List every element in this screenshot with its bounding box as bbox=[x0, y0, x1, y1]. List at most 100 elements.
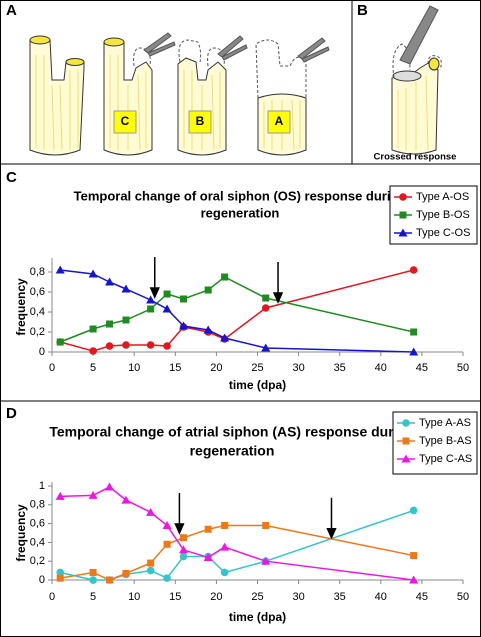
marker bbox=[204, 525, 212, 533]
marker bbox=[262, 521, 270, 529]
chart-title: Temporal change of oral siphon (OS) resp… bbox=[74, 188, 407, 203]
marker bbox=[163, 342, 171, 350]
marker bbox=[56, 338, 64, 346]
marker bbox=[221, 521, 229, 529]
panel-label: D bbox=[6, 405, 17, 422]
marker bbox=[105, 482, 115, 491]
x-tick-label: 40 bbox=[375, 362, 387, 374]
marker bbox=[220, 542, 230, 551]
legend-label: Type A-AS bbox=[419, 417, 471, 429]
legend-marker bbox=[399, 211, 407, 219]
x-tick-label: 30 bbox=[292, 591, 304, 603]
marker bbox=[89, 325, 97, 333]
marker bbox=[204, 286, 212, 294]
legend-marker bbox=[398, 228, 408, 237]
legend-marker bbox=[399, 193, 407, 201]
x-tick-label: 10 bbox=[128, 362, 140, 374]
y-tick-label: 0 bbox=[39, 346, 45, 358]
x-tick-label: 30 bbox=[292, 362, 304, 374]
y-tick-label: 0 bbox=[39, 574, 45, 586]
x-axis-label: time (dpa) bbox=[229, 610, 286, 624]
illustration-label: C bbox=[121, 114, 130, 128]
label-box bbox=[267, 110, 291, 134]
x-tick-label: 0 bbox=[49, 591, 55, 603]
x-tick-label: 50 bbox=[457, 591, 469, 603]
x-tick-label: 35 bbox=[334, 362, 346, 374]
marker bbox=[203, 552, 213, 561]
marker bbox=[147, 559, 155, 567]
panel-label: C bbox=[6, 169, 17, 186]
marker bbox=[146, 566, 155, 575]
marker bbox=[55, 265, 65, 274]
marker bbox=[162, 520, 172, 529]
marker bbox=[410, 552, 418, 560]
marker bbox=[56, 568, 65, 577]
x-tick-label: 20 bbox=[210, 362, 222, 374]
marker bbox=[147, 305, 155, 313]
illustration-b: Crossed response bbox=[374, 5, 457, 163]
marker bbox=[409, 347, 419, 356]
illustration-caption: Crossed response bbox=[374, 152, 457, 163]
marker bbox=[220, 333, 230, 342]
legend-marker bbox=[402, 437, 410, 445]
marker bbox=[409, 266, 418, 274]
marker bbox=[409, 575, 419, 584]
x-tick-label: 5 bbox=[90, 591, 96, 603]
x-tick-label: 0 bbox=[49, 362, 55, 374]
marker bbox=[163, 540, 171, 548]
legend-marker bbox=[401, 454, 411, 463]
illustration-a: C B A bbox=[29, 32, 330, 156]
chart-title: regeneration bbox=[201, 205, 280, 220]
x-tick-label: 40 bbox=[375, 591, 387, 603]
panel-label: B bbox=[357, 2, 368, 19]
marker bbox=[221, 273, 229, 281]
marker bbox=[88, 269, 98, 278]
marker bbox=[261, 556, 271, 565]
marker bbox=[88, 490, 98, 499]
x-tick-label: 5 bbox=[90, 362, 96, 374]
marker bbox=[89, 568, 97, 576]
marker bbox=[122, 316, 130, 324]
x-axis-label: time (dpa) bbox=[229, 378, 286, 392]
chart-title: regeneration bbox=[190, 443, 275, 459]
y-axis-label: frequency bbox=[14, 278, 28, 336]
marker bbox=[146, 341, 155, 349]
y-tick-label: 0,2 bbox=[30, 555, 45, 567]
illustration-label: B bbox=[196, 114, 205, 128]
x-tick-label: 20 bbox=[210, 591, 222, 603]
marker bbox=[179, 552, 188, 561]
marker bbox=[122, 569, 130, 577]
marker bbox=[146, 295, 156, 304]
label-box bbox=[113, 110, 137, 134]
x-tick-label: 50 bbox=[457, 362, 469, 374]
arrow bbox=[174, 493, 185, 535]
x-tick-label: 10 bbox=[128, 591, 140, 603]
marker bbox=[106, 576, 114, 584]
illustration-label: A bbox=[275, 114, 284, 128]
arrow bbox=[326, 497, 337, 540]
marker bbox=[261, 343, 271, 352]
marker bbox=[146, 507, 156, 516]
marker bbox=[89, 347, 97, 355]
legend-marker bbox=[402, 419, 410, 427]
marker bbox=[121, 284, 131, 293]
x-tick-label: 35 bbox=[334, 591, 346, 603]
marker bbox=[409, 506, 418, 515]
marker bbox=[163, 290, 171, 298]
arrow bbox=[272, 262, 284, 304]
marker bbox=[163, 574, 171, 582]
y-tick-label: 0,4 bbox=[30, 536, 45, 548]
marker bbox=[179, 545, 189, 554]
y-tick-label: 0,8 bbox=[30, 499, 45, 511]
marker bbox=[220, 568, 229, 577]
marker bbox=[55, 491, 65, 500]
y-tick-label: 0,6 bbox=[30, 518, 45, 530]
chart-title: Temporal change of atrial siphon (AS) re… bbox=[49, 424, 414, 440]
marker bbox=[105, 342, 114, 350]
marker bbox=[121, 495, 131, 504]
x-tick-label: 45 bbox=[416, 362, 428, 374]
marker bbox=[179, 321, 189, 330]
marker bbox=[180, 295, 188, 303]
marker bbox=[203, 325, 213, 334]
